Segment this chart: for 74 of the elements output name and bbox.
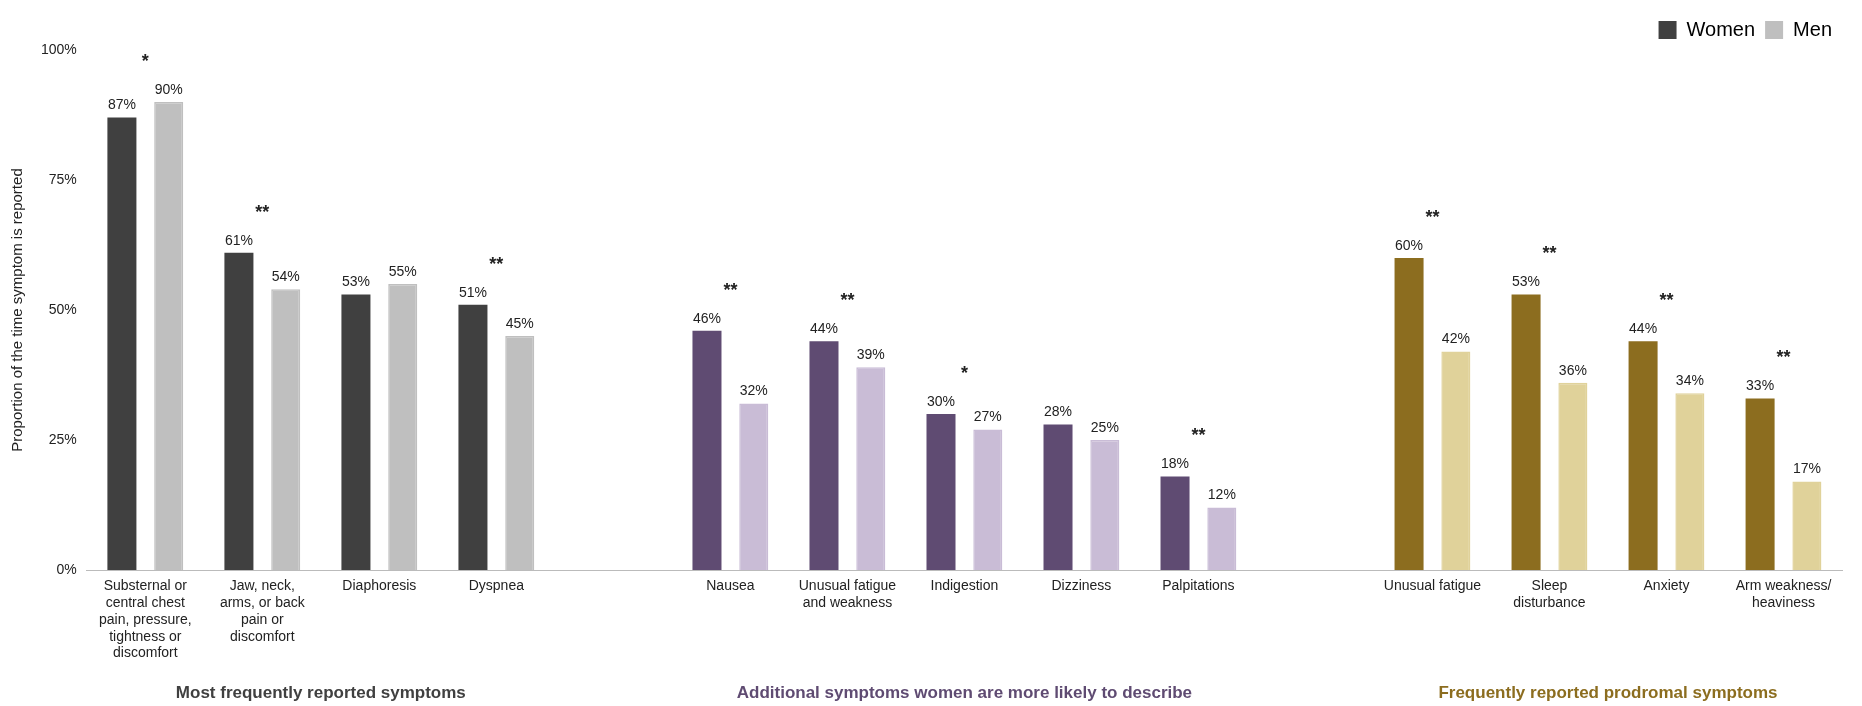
data-label: 42% bbox=[1441, 330, 1470, 347]
data-label: 54% bbox=[271, 268, 300, 285]
legend-label: Women bbox=[1686, 17, 1756, 40]
data-label: 45% bbox=[505, 314, 534, 331]
y-tick-label: 100% bbox=[40, 40, 77, 57]
bar bbox=[1160, 476, 1190, 570]
y-axis-title: Proportion of the time symptom is reported bbox=[8, 168, 26, 452]
bar bbox=[458, 304, 488, 570]
data-label: 87% bbox=[107, 96, 136, 113]
data-label: 61% bbox=[224, 231, 253, 248]
data-label: 55% bbox=[388, 262, 417, 279]
data-label: 34% bbox=[1675, 372, 1704, 389]
bar bbox=[1745, 398, 1775, 570]
x-tick-label: Substernal or central chest pain, pressure, tightness or discomfort bbox=[99, 577, 192, 661]
x-tick-label: Unusual fatigue bbox=[1383, 577, 1482, 594]
y-tick-label: 0% bbox=[56, 560, 77, 577]
x-tick-label: Dyspnea bbox=[468, 577, 525, 594]
x-tick-label: Arm weakness/ heaviness bbox=[1735, 577, 1832, 611]
data-label: 44% bbox=[1629, 320, 1658, 337]
bar bbox=[692, 330, 722, 570]
bar bbox=[809, 341, 839, 570]
annotation: ** bbox=[1191, 425, 1206, 446]
data-label: 36% bbox=[1558, 361, 1587, 378]
bar bbox=[107, 117, 137, 570]
y-tick-label: 75% bbox=[48, 170, 77, 187]
text: Most frequently reported symptoms bbox=[175, 683, 466, 703]
data-label: 39% bbox=[856, 346, 885, 363]
annotation: ** bbox=[1425, 206, 1440, 227]
data-label: 33% bbox=[1746, 377, 1775, 394]
data-label: 46% bbox=[692, 309, 721, 326]
data-label: 25% bbox=[1090, 418, 1119, 435]
annotation: ** bbox=[489, 253, 504, 274]
x-tick-label: Nausea bbox=[706, 577, 755, 594]
y-tick-label: 25% bbox=[48, 430, 77, 447]
y-tick-label: 50% bbox=[48, 300, 77, 317]
legend-label: Men bbox=[1793, 17, 1832, 40]
data-label: 90% bbox=[154, 80, 183, 97]
bar bbox=[224, 252, 254, 570]
data-label: 30% bbox=[926, 392, 956, 409]
annotation: ** bbox=[723, 279, 738, 300]
x-tick-label: Dizziness bbox=[1051, 577, 1112, 594]
data-label: 44% bbox=[809, 320, 838, 337]
x-tick-label: Sleep disturbance bbox=[1513, 577, 1586, 611]
bar bbox=[1394, 258, 1424, 570]
x-tick-label: Jaw, neck, arms, or back pain or discomfort bbox=[219, 577, 306, 644]
data-label: 60% bbox=[1395, 236, 1424, 253]
data-label: 53% bbox=[341, 273, 370, 290]
data-label: 18% bbox=[1161, 455, 1190, 472]
x-tick-label: Diaphoresis bbox=[342, 577, 417, 594]
data-label: 32% bbox=[739, 382, 768, 399]
text: Frequently reported prodromal symptoms bbox=[1438, 683, 1778, 703]
bar bbox=[1043, 424, 1073, 570]
bar bbox=[1511, 294, 1541, 570]
data-label: 27% bbox=[973, 408, 1002, 425]
text: Additional symptoms women are more likely to describe bbox=[736, 683, 1193, 703]
annotation: ** bbox=[255, 201, 270, 222]
data-label: 53% bbox=[1512, 273, 1541, 290]
annotation: ** bbox=[1542, 243, 1557, 264]
x-tick-label: Unusual fatigue and weakness bbox=[798, 577, 897, 611]
annotation: * bbox=[960, 362, 968, 383]
annotation: ** bbox=[1659, 290, 1674, 311]
bar bbox=[926, 414, 956, 570]
annotation: ** bbox=[1776, 347, 1791, 368]
data-label: 12% bbox=[1207, 486, 1236, 503]
bar bbox=[1628, 341, 1658, 570]
data-label: 51% bbox=[458, 283, 487, 300]
data-label: 17% bbox=[1792, 460, 1821, 477]
annotation: * bbox=[141, 50, 149, 71]
annotation: ** bbox=[840, 290, 855, 311]
x-tick-label: Anxiety bbox=[1643, 577, 1690, 594]
x-tick-label: Palpitations bbox=[1162, 577, 1235, 594]
data-label: 28% bbox=[1044, 403, 1073, 420]
x-tick-label: Indigestion bbox=[930, 577, 999, 594]
bar bbox=[341, 294, 371, 570]
